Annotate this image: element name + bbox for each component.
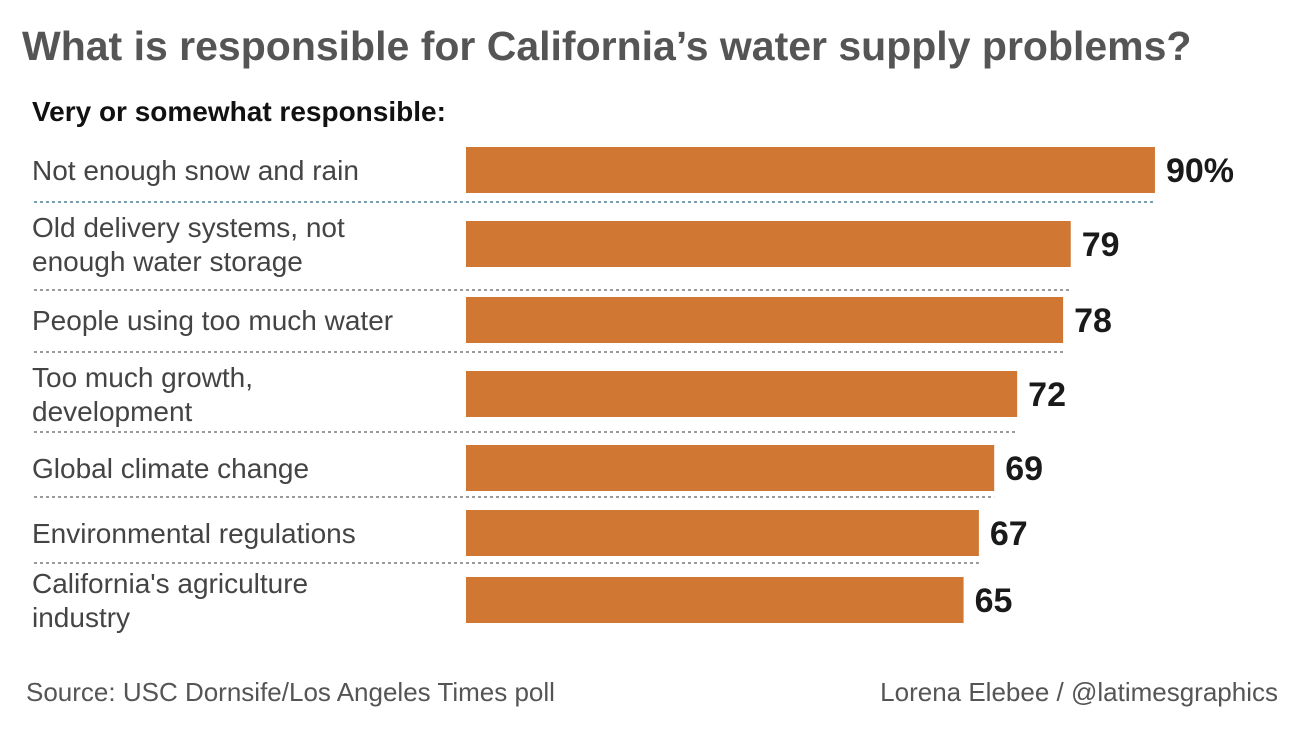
value-label: 90% <box>1166 152 1234 190</box>
value-label: 69 <box>1005 450 1043 488</box>
value-label: 65 <box>975 582 1013 620</box>
bar <box>466 297 1064 343</box>
category-label: Not enough snow and rain <box>32 155 359 186</box>
chart-subtitle: Very or somewhat responsible: <box>32 96 446 127</box>
value-label: 67 <box>990 515 1028 553</box>
bar <box>466 577 964 623</box>
chart-title: What is responsible for California’s wat… <box>22 23 1192 69</box>
bar <box>466 510 979 556</box>
source-note: Source: USC Dornsife/Los Angeles Times p… <box>26 677 555 707</box>
bar <box>466 445 995 491</box>
category-label: Global climate change <box>32 453 309 484</box>
category-label: California's agriculture industry <box>32 568 308 633</box>
bar <box>466 371 1018 417</box>
value-label: 72 <box>1028 376 1066 414</box>
category-label: People using too much water <box>32 305 393 336</box>
value-label: 78 <box>1074 302 1112 340</box>
credit-line: Lorena Elebee / @latimesgraphics <box>880 677 1278 707</box>
value-label: 79 <box>1082 226 1120 264</box>
category-label: Old delivery systems, not enough water st… <box>32 212 345 277</box>
bar <box>466 221 1071 267</box>
category-label: Environmental regulations <box>32 518 356 549</box>
category-label: Too much growth, development <box>32 362 253 427</box>
bar <box>466 147 1155 193</box>
